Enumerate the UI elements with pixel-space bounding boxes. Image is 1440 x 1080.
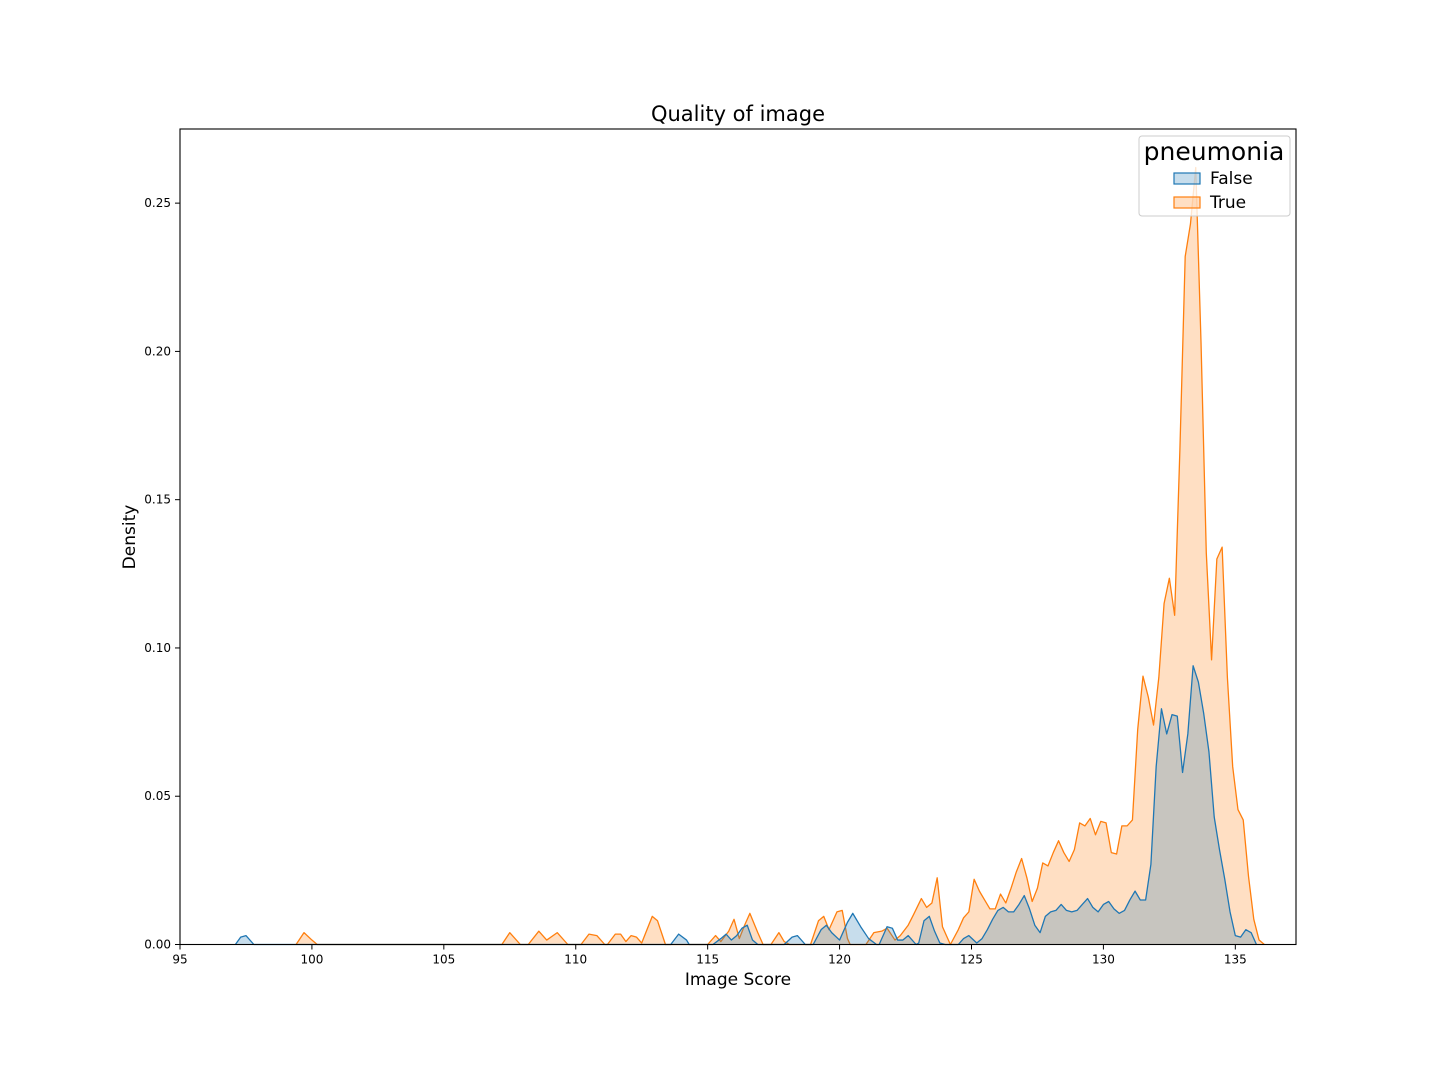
x-tick-label: 110	[564, 953, 587, 967]
y-tick-label: 0.10	[144, 641, 171, 655]
y-tick-label: 0.00	[144, 938, 171, 952]
x-tick-label: 100	[300, 953, 323, 967]
x-axis: 95 100 105 110 115 120 125 130 135	[172, 944, 1247, 967]
x-tick-label: 95	[172, 953, 187, 967]
series-area-false	[235, 665, 1257, 945]
x-tick-label: 130	[1092, 953, 1115, 967]
y-tick-label: 0.15	[144, 493, 171, 507]
plot-frame	[179, 128, 1297, 946]
y-axis: 0.00 0.05 0.10 0.15 0.20 0.25	[144, 196, 180, 952]
x-tick-label: 125	[960, 953, 983, 967]
x-tick-label: 105	[432, 953, 455, 967]
legend-box	[1138, 135, 1291, 217]
x-axis-label: Image Score	[685, 970, 791, 990]
legend-title: pneumonia	[1144, 137, 1285, 166]
legend-swatch-true	[1173, 196, 1201, 209]
y-tick-label: 0.25	[144, 196, 171, 210]
y-tick-label: 0.20	[144, 344, 171, 358]
legend: pneumonia False True	[1138, 135, 1291, 217]
legend-entry-true: True	[1173, 193, 1246, 213]
x-tick-label: 135	[1224, 953, 1247, 967]
legend-label-false: False	[1210, 169, 1253, 189]
legend-entry-false: False	[1173, 169, 1253, 189]
chart-title: Quality of image	[651, 102, 825, 126]
x-tick-label: 120	[828, 953, 851, 967]
legend-swatch-false	[1173, 172, 1201, 185]
y-tick-label: 0.05	[144, 789, 171, 803]
series-area-true	[296, 167, 1265, 945]
y-axis-label: Density	[120, 505, 140, 570]
series-line-true	[295, 166, 1265, 946]
legend-label-true: True	[1209, 193, 1246, 213]
x-tick-label: 115	[696, 953, 719, 967]
